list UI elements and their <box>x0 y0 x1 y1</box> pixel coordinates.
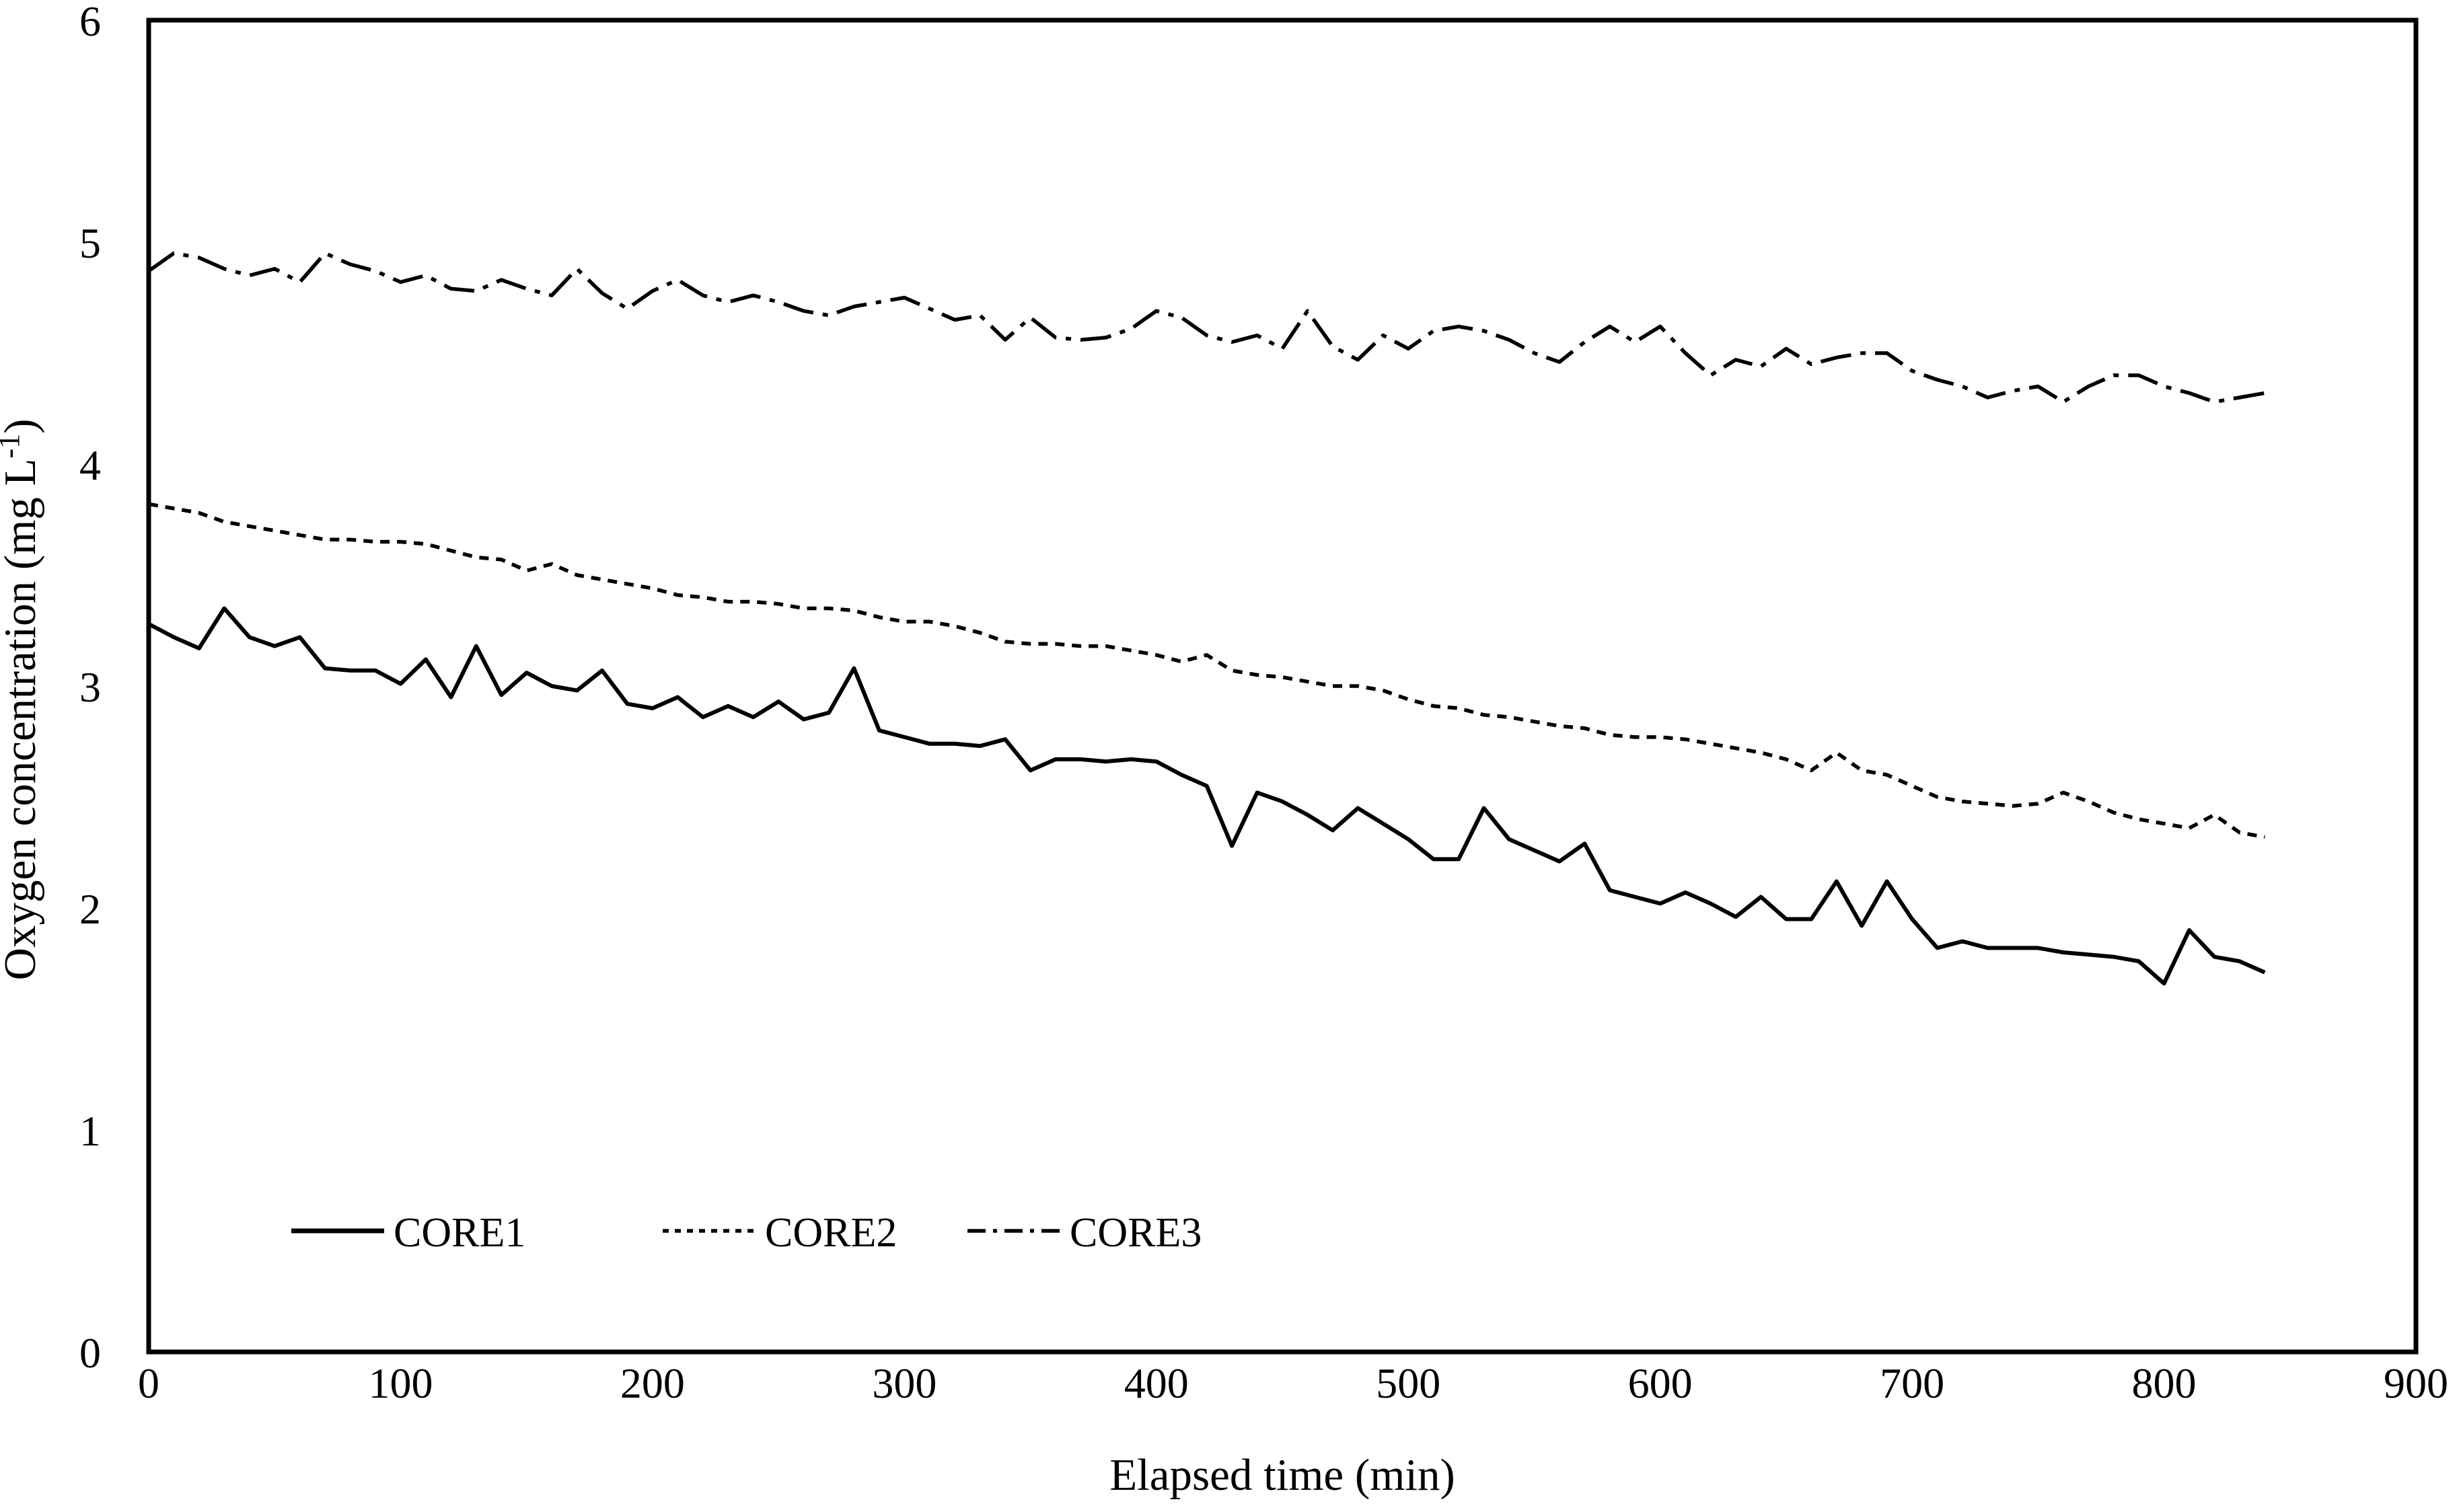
series-line-core2 <box>148 502 2265 839</box>
y-tick-label: 2 <box>79 885 101 933</box>
x-tick-label: 200 <box>620 1359 685 1407</box>
series-line-core1 <box>147 606 2266 986</box>
legend-label-core1: CORE1 <box>394 1210 525 1256</box>
x-tick-label: 0 <box>138 1359 159 1407</box>
y-tick-label: 4 <box>79 441 101 489</box>
y-tick-label: 1 <box>79 1107 101 1155</box>
x-tick-label: 300 <box>872 1359 937 1407</box>
y-tick-label: 3 <box>79 663 101 711</box>
x-tick-label: 700 <box>1880 1359 1944 1407</box>
x-tick-label: 900 <box>2384 1359 2448 1407</box>
series-line-core3 <box>147 251 2265 404</box>
y-tick-label: 6 <box>79 0 101 45</box>
x-tick-label: 100 <box>368 1359 433 1407</box>
y-tick-label: 5 <box>79 219 101 267</box>
legend-label-core2: CORE2 <box>765 1210 897 1256</box>
y-axis-title: Oxygen concentration (mg L-1) <box>0 419 45 981</box>
y-tick-label: 0 <box>79 1329 101 1377</box>
x-tick-label: 400 <box>1124 1359 1189 1407</box>
x-tick-label: 600 <box>1628 1359 1693 1407</box>
plot-frame <box>146 17 2419 1355</box>
x-axis-title: Elapsed time (min) <box>1109 1450 1455 1500</box>
x-tick-label: 800 <box>2132 1359 2197 1407</box>
x-tick-label: 500 <box>1376 1359 1440 1407</box>
legend-label-core3: CORE3 <box>1070 1210 1202 1256</box>
